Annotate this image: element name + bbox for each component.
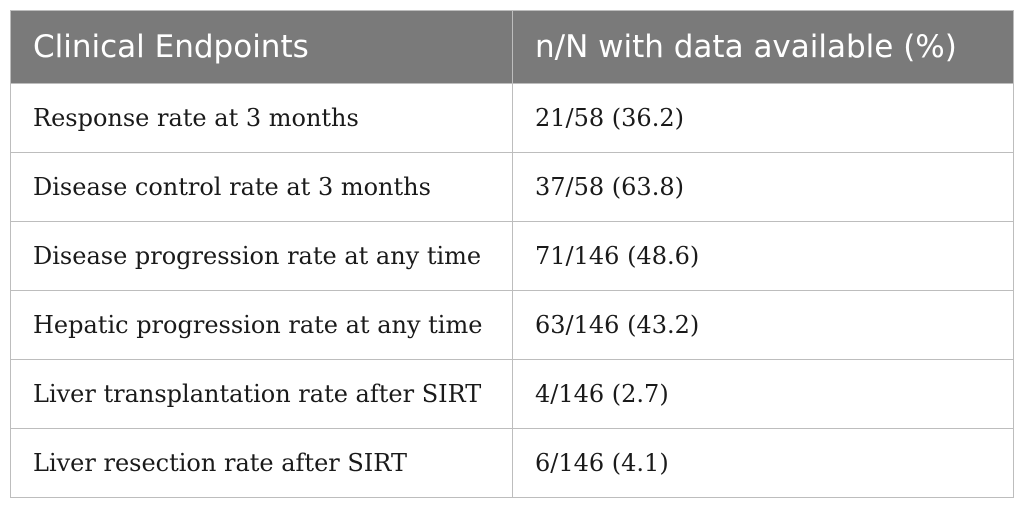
table-row: Disease control rate at 3 months 37/58 (… [10, 152, 1014, 222]
value-cell: 37/58 (63.8) [512, 152, 1014, 222]
header-n-over-n: n/N with data available (%) [512, 10, 1014, 84]
table-row: Liver transplantation rate after SIRT 4/… [10, 359, 1014, 429]
value-cell: 71/146 (48.6) [512, 221, 1014, 291]
table-row: Hepatic progression rate at any time 63/… [10, 290, 1014, 360]
endpoint-cell: Disease control rate at 3 months [10, 152, 513, 222]
value-cell: 4/146 (2.7) [512, 359, 1014, 429]
endpoint-cell: Response rate at 3 months [10, 83, 513, 153]
table-header-row: Clinical Endpoints n/N with data availab… [10, 10, 1014, 84]
endpoint-cell: Disease progression rate at any time [10, 221, 513, 291]
endpoint-cell: Liver transplantation rate after SIRT [10, 359, 513, 429]
endpoint-cell: Hepatic progression rate at any time [10, 290, 513, 360]
table-row: Response rate at 3 months 21/58 (36.2) [10, 83, 1014, 153]
value-cell: 63/146 (43.2) [512, 290, 1014, 360]
value-cell: 6/146 (4.1) [512, 428, 1014, 498]
table-row: Liver resection rate after SIRT 6/146 (4… [10, 428, 1014, 498]
value-cell: 21/58 (36.2) [512, 83, 1014, 153]
endpoints-table-container: Clinical Endpoints n/N with data availab… [10, 10, 1014, 498]
clinical-endpoints-table: Clinical Endpoints n/N with data availab… [10, 10, 1014, 498]
table-row: Disease progression rate at any time 71/… [10, 221, 1014, 291]
endpoint-cell: Liver resection rate after SIRT [10, 428, 513, 498]
header-clinical-endpoints: Clinical Endpoints [10, 10, 513, 84]
